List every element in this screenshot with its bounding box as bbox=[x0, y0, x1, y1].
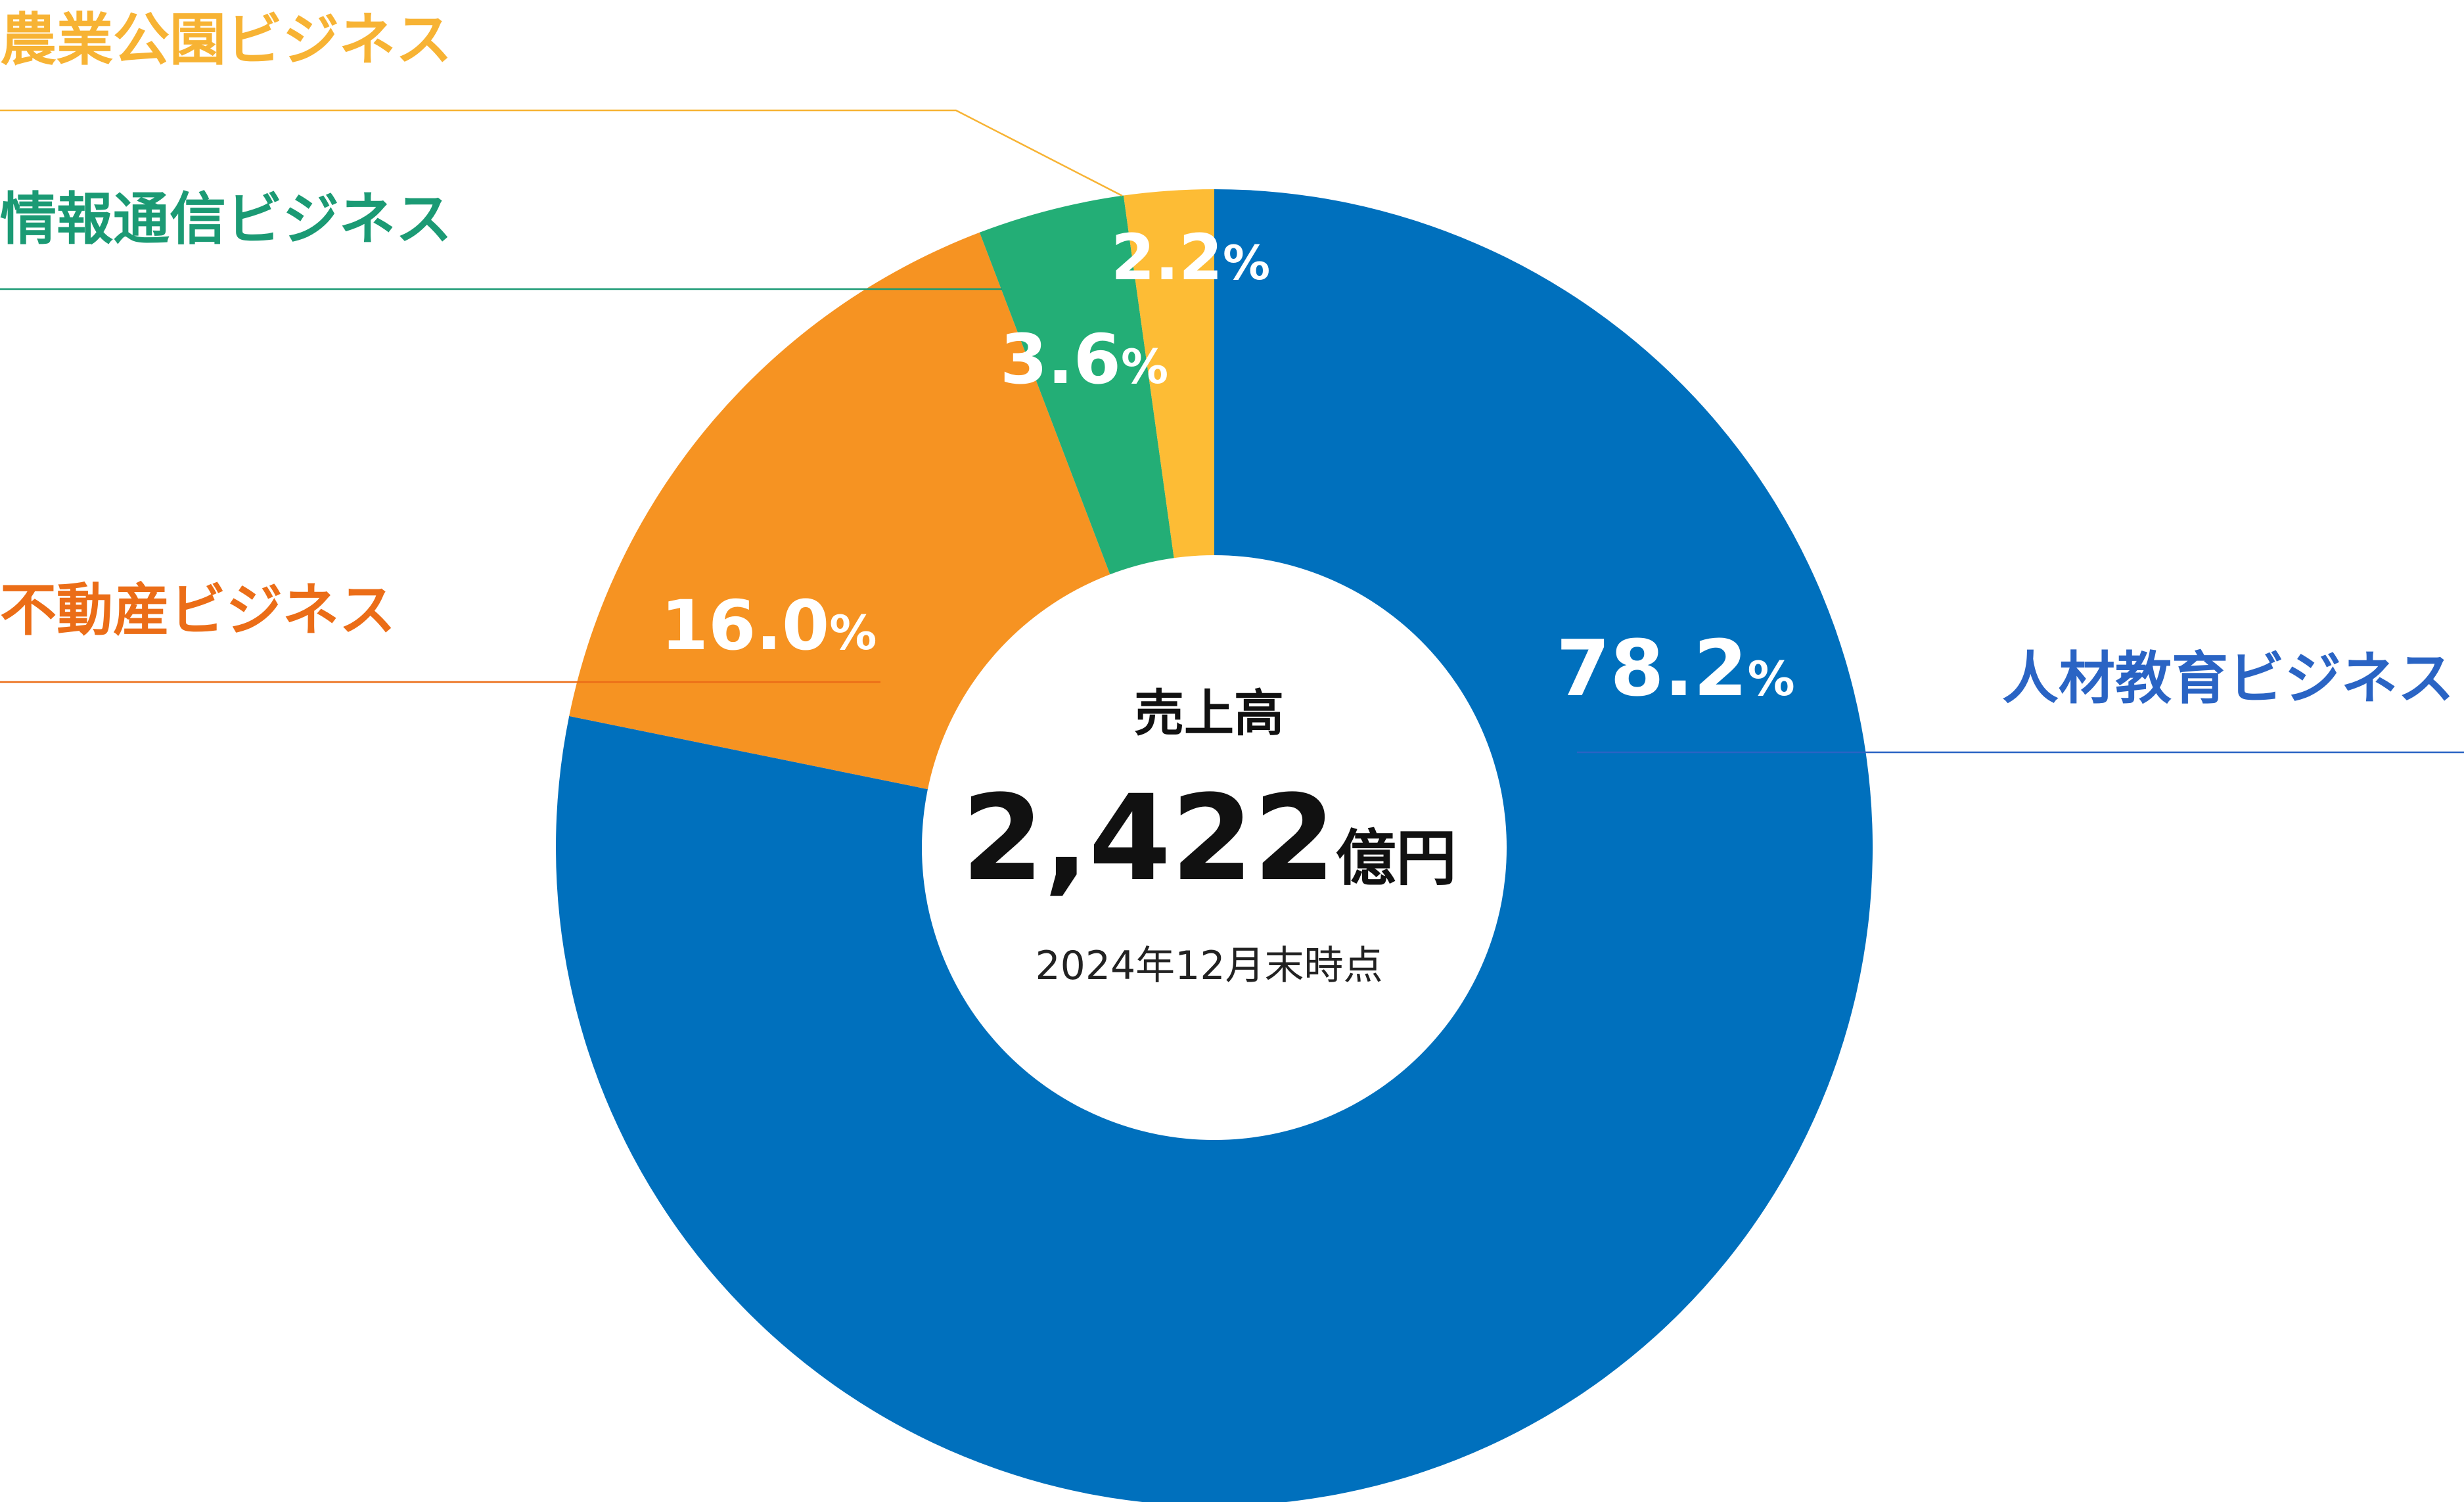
center-total: 2,422億円 bbox=[961, 770, 1456, 907]
center-note: 2024年12月末時点 bbox=[1035, 943, 1382, 989]
segment-value-label-2: 16.0% bbox=[661, 585, 877, 666]
segment-value-label-1: 78.2% bbox=[1556, 623, 1794, 714]
center-value: 2,422 bbox=[961, 770, 1335, 907]
category-label-2: 不動産ビジネス bbox=[0, 578, 396, 643]
segment-value-label-4: 2.2% bbox=[1111, 221, 1270, 294]
center-title: 売上高 bbox=[1134, 684, 1284, 742]
category-label-1: 人材教育ビジネス bbox=[2002, 646, 2454, 712]
category-label-4: 農業公園ビジネス bbox=[0, 7, 452, 73]
center-unit: 億円 bbox=[1336, 823, 1457, 894]
category-label-3: 情報通信ビジネス bbox=[0, 187, 452, 252]
segment-value-label-3: 3.6% bbox=[1000, 319, 1168, 399]
leader-lines bbox=[0, 109, 2464, 754]
percentage-labels: 78.2% 16.0% 3.6% 2.2% bbox=[661, 221, 1795, 714]
donut-hole bbox=[922, 555, 1507, 1140]
leader-line-4 bbox=[0, 109, 1123, 197]
